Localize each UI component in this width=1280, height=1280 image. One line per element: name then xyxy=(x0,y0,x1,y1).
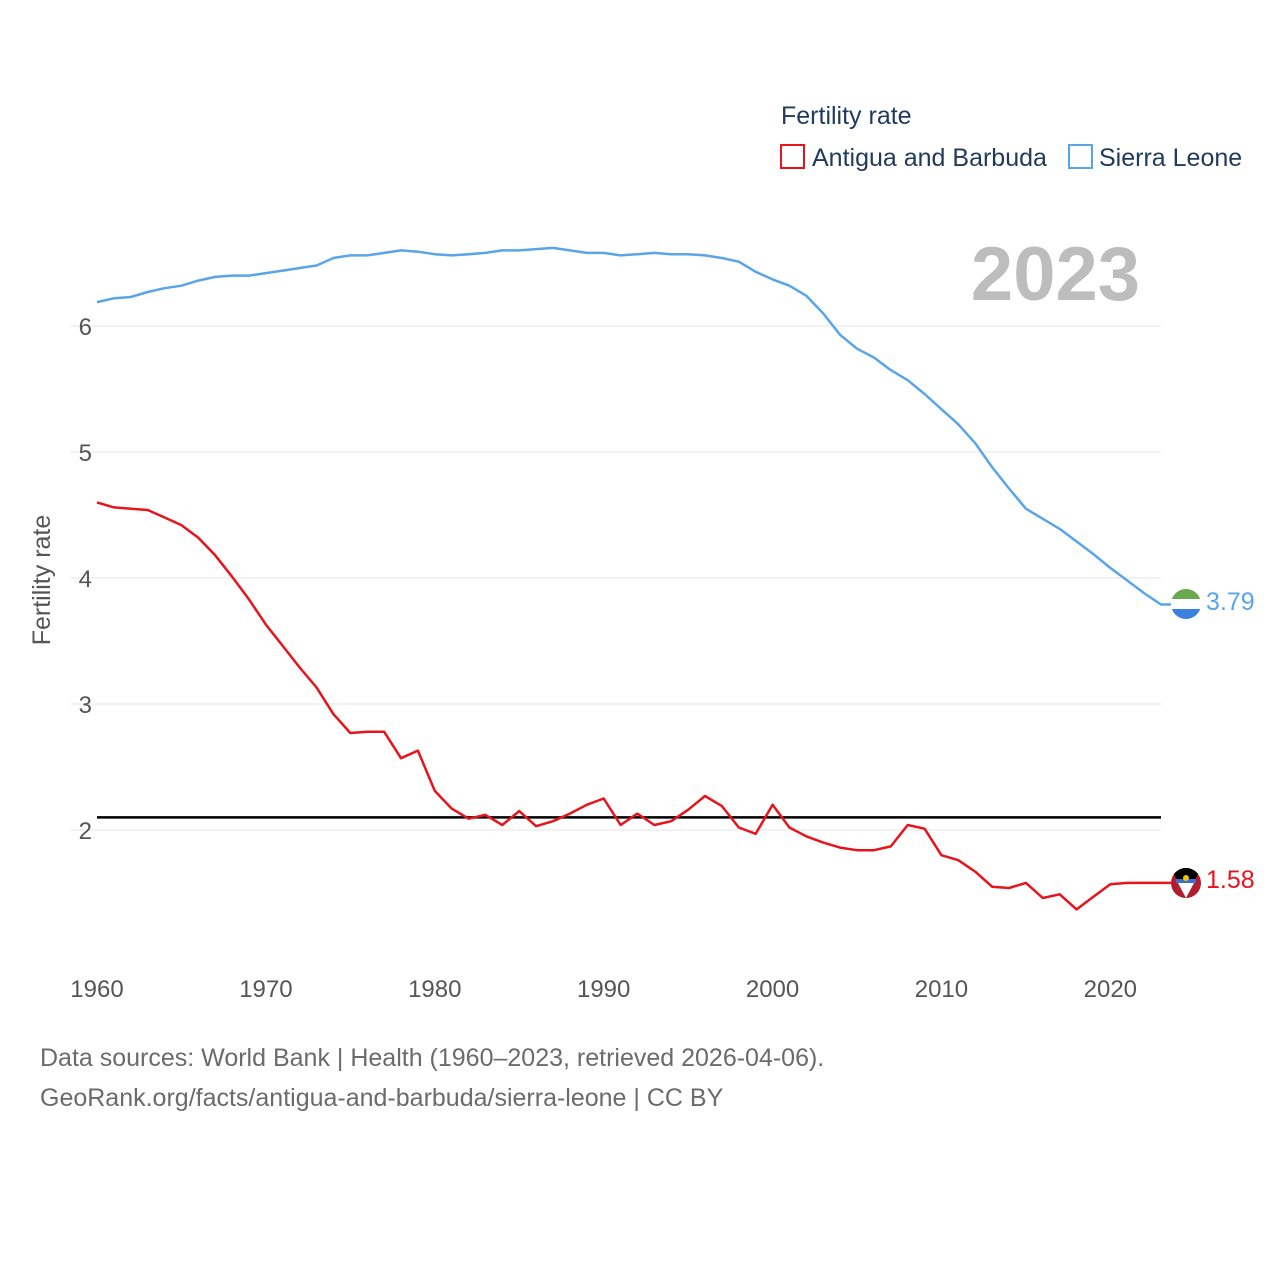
legend-label-sierra-leone: Sierra Leone xyxy=(1099,144,1242,172)
x-tick-label: 1990 xyxy=(577,976,630,1003)
x-tick-label: 2000 xyxy=(746,976,799,1003)
x-tick-label: 2020 xyxy=(1084,976,1137,1003)
footer-sources: Data sources: World Bank | Health (1960–… xyxy=(40,1044,825,1072)
end-value-sierra-leone: 3.79 xyxy=(1206,588,1255,616)
y-tick-label: 4 xyxy=(79,566,92,593)
y-tick-label: 2 xyxy=(79,818,92,845)
x-tick-label: 1970 xyxy=(239,976,292,1003)
legend-swatch-sierra-leone xyxy=(1068,144,1093,169)
y-tick-label: 3 xyxy=(79,692,92,719)
sierra-leone-flag-icon xyxy=(1171,589,1201,619)
legend-swatch-antigua-and-barbuda xyxy=(780,144,805,169)
footer-attribution: GeoRank.org/facts/antigua-and-barbuda/si… xyxy=(40,1084,724,1112)
legend-label-antigua-and-barbuda: Antigua and Barbuda xyxy=(812,144,1047,172)
legend: Fertility rate Antigua and Barbuda Sierr… xyxy=(780,102,1242,172)
legend-title: Fertility rate xyxy=(781,102,912,130)
y-axis-ticks: 2 3 4 5 6 xyxy=(79,314,92,845)
x-tick-label: 1960 xyxy=(70,976,123,1003)
series-line-sierra-leone xyxy=(96,246,1171,606)
x-tick-label: 2010 xyxy=(915,976,968,1003)
x-axis-ticks: 1960 1970 1980 1990 2000 2010 2020 xyxy=(70,976,1137,1003)
year-label: 2023 xyxy=(971,232,1140,317)
series-line-antigua-and-barbuda xyxy=(96,501,1171,911)
y-tick-label: 6 xyxy=(79,314,92,341)
antigua-and-barbuda-flag-icon xyxy=(1171,868,1201,898)
y-tick-label: 5 xyxy=(79,440,92,467)
x-tick-label: 1980 xyxy=(408,976,461,1003)
y-axis-title: Fertility rate xyxy=(28,515,56,646)
gridlines xyxy=(70,325,1161,831)
end-value-antigua-and-barbuda: 1.58 xyxy=(1206,866,1255,894)
